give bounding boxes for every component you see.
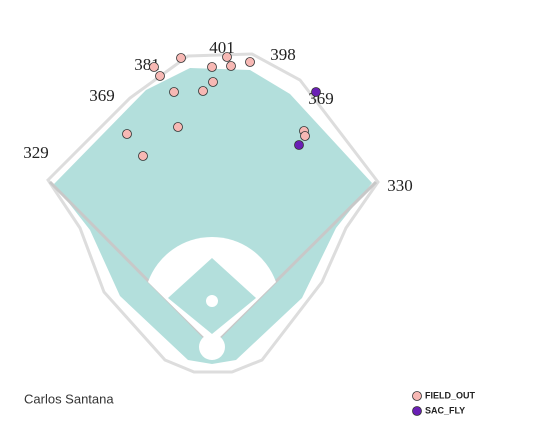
hit-point bbox=[208, 77, 218, 87]
player-name: Carlos Santana bbox=[24, 391, 114, 406]
legend-label: FIELD_OUT bbox=[425, 390, 476, 400]
hit-point bbox=[155, 71, 165, 81]
hit-point bbox=[173, 122, 183, 132]
fence-distance: 330 bbox=[387, 176, 413, 195]
hit-point bbox=[169, 87, 179, 97]
hit-point bbox=[245, 57, 255, 67]
hit-point bbox=[176, 53, 186, 63]
hit-point bbox=[149, 62, 159, 72]
hit-point bbox=[226, 61, 236, 71]
outfield-grass bbox=[54, 68, 372, 364]
hit-point bbox=[138, 151, 148, 161]
hit-point bbox=[207, 62, 217, 72]
hit-point bbox=[198, 86, 208, 96]
hit-point bbox=[294, 140, 304, 150]
hit-point bbox=[122, 129, 132, 139]
pitchers-mound bbox=[206, 295, 218, 307]
legend-marker bbox=[412, 406, 422, 416]
hit-point bbox=[222, 52, 232, 62]
legend-label: SAC_FLY bbox=[425, 405, 465, 415]
hit-point bbox=[300, 131, 310, 141]
hit-point bbox=[311, 87, 321, 97]
fence-distance: 369 bbox=[89, 86, 115, 105]
fence-distance: 401 bbox=[209, 38, 235, 57]
home-plate-area bbox=[199, 334, 225, 360]
fence-distance: 398 bbox=[270, 45, 296, 64]
fence-distance: 329 bbox=[23, 143, 49, 162]
legend-marker bbox=[412, 391, 422, 401]
